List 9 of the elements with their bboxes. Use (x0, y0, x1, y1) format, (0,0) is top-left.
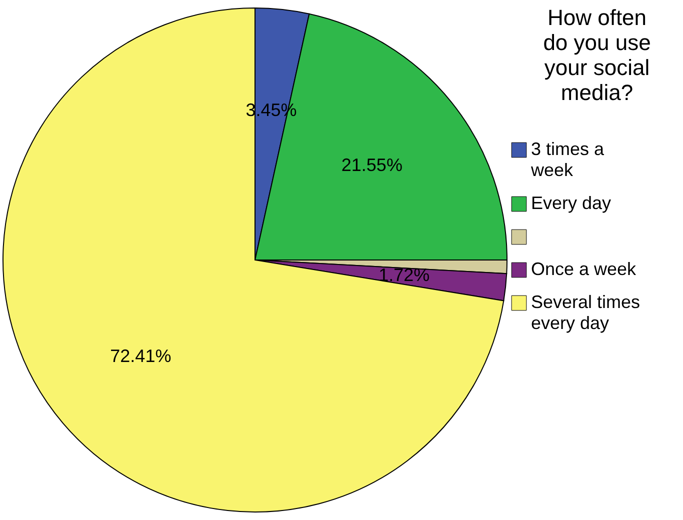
data-label: 1.72% (378, 265, 430, 286)
legend-label: 3 times a week (530, 139, 606, 180)
pie-slice (2, 8, 504, 512)
data-label: 21.55% (341, 155, 402, 176)
legend-label: Every day (531, 193, 612, 213)
legend-title: How often do you use your social media? (543, 5, 651, 105)
data-label: 72.41% (110, 346, 172, 366)
legend-label: Once a week (531, 259, 638, 279)
legend-label: Several times every day (531, 292, 640, 333)
